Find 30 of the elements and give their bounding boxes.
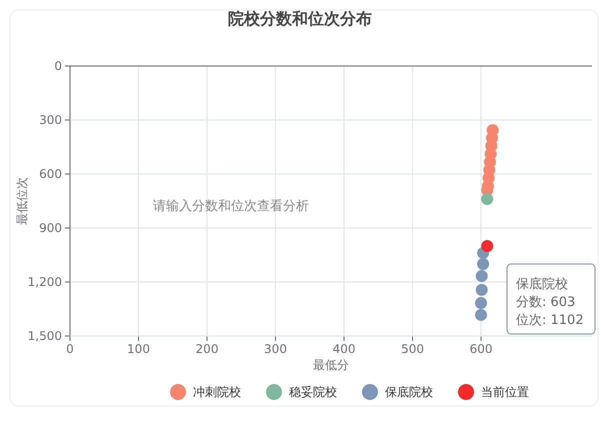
y-tick-label: 600 bbox=[39, 167, 62, 181]
chart-title: 院校分数和位次分布 bbox=[228, 9, 372, 28]
annotation: 位次: 1102 bbox=[516, 313, 584, 328]
x-tick-label: 600 bbox=[470, 342, 492, 356]
y-tick-label: 1,500 bbox=[28, 329, 62, 343]
legend-label: 稳妥院校 bbox=[289, 385, 337, 399]
point bbox=[476, 270, 488, 282]
x-tick-label: 300 bbox=[264, 342, 287, 356]
x-axis-title: 最低分 bbox=[313, 358, 349, 372]
y-tick-label: 0 bbox=[54, 59, 62, 73]
y-tick-label: 1,200 bbox=[28, 275, 62, 289]
x-tick-label: 0 bbox=[66, 342, 74, 356]
x-tick-label: 100 bbox=[127, 342, 150, 356]
legend-label: 当前位置 bbox=[481, 385, 529, 399]
legend-label: 冲刺院校 bbox=[193, 385, 241, 399]
x-tick-label: 400 bbox=[332, 342, 356, 356]
y-tick-label: 300 bbox=[39, 113, 62, 127]
annotation: 分数: 603 bbox=[516, 295, 576, 310]
legend-label: 保底院校 bbox=[385, 385, 433, 399]
x-tick-label: 200 bbox=[196, 342, 218, 356]
y-axis-title: 最低位次 bbox=[15, 177, 29, 225]
point bbox=[477, 258, 490, 270]
y-tick-label: 900 bbox=[39, 221, 62, 235]
annotation: 请输入分数和位次查看分析 bbox=[153, 199, 309, 214]
point bbox=[476, 284, 488, 296]
x-tick-label: 500 bbox=[401, 342, 424, 356]
annotation: 保底院校 bbox=[516, 277, 568, 292]
tooltip: 保底院校 分数: 603 位次: 1102 bbox=[506, 264, 596, 334]
point bbox=[475, 308, 488, 321]
point bbox=[475, 297, 488, 310]
